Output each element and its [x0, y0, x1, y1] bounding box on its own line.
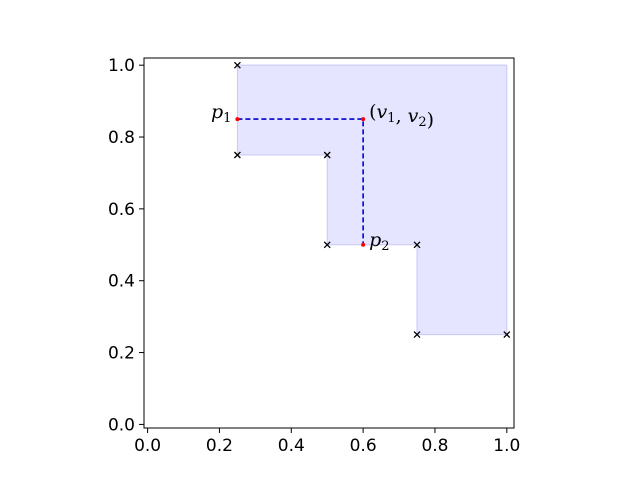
- x-tick-label-3: 0.6: [350, 436, 377, 456]
- y-tick-label-0: 0.0: [108, 415, 135, 435]
- staircase-point-3: [323, 241, 331, 249]
- x-tick-label-0: 0.0: [134, 436, 161, 456]
- y-tick-label-4: 0.8: [108, 128, 135, 148]
- plot-frame: [143, 57, 515, 429]
- staircase-point-0: [233, 61, 241, 69]
- staircase-markers: [233, 61, 511, 339]
- annotation-v: (v1, v2): [369, 101, 434, 131]
- staircase-point-1: [233, 151, 241, 159]
- dashed-guide: [237, 118, 364, 245]
- x-tick-label-5: 1.0: [493, 436, 520, 456]
- staircase-point-2: [323, 151, 331, 159]
- dashed-line: [237, 118, 364, 245]
- y-tick-label-3: 0.6: [108, 200, 135, 220]
- annotations: p1 (v1, v2) p2: [211, 101, 434, 254]
- annotation-p2: p2: [369, 229, 389, 254]
- highlight-points: [235, 117, 366, 247]
- highlight-point-2: [361, 242, 366, 247]
- y-axis-ticks: 0.0 0.2 0.4 0.6 0.8 1.0: [108, 56, 144, 435]
- y-tick-label-1: 0.2: [108, 344, 135, 364]
- highlight-point-0: [235, 117, 240, 122]
- y-tick-label-5: 1.0: [108, 56, 135, 76]
- staircase-point-4: [413, 241, 421, 249]
- y-tick-label-2: 0.4: [108, 272, 135, 292]
- x-tick-label-1: 0.2: [206, 436, 233, 456]
- highlight-point-1: [361, 117, 366, 122]
- x-tick-label-4: 0.8: [421, 436, 448, 456]
- staircase-point-5: [413, 331, 421, 339]
- annotation-p1: p1: [211, 101, 231, 126]
- x-tick-label-2: 0.4: [278, 436, 305, 456]
- staircase-point-6: [503, 331, 511, 339]
- x-axis-ticks: 0.0 0.2 0.4 0.6 0.8 1.0: [134, 428, 520, 456]
